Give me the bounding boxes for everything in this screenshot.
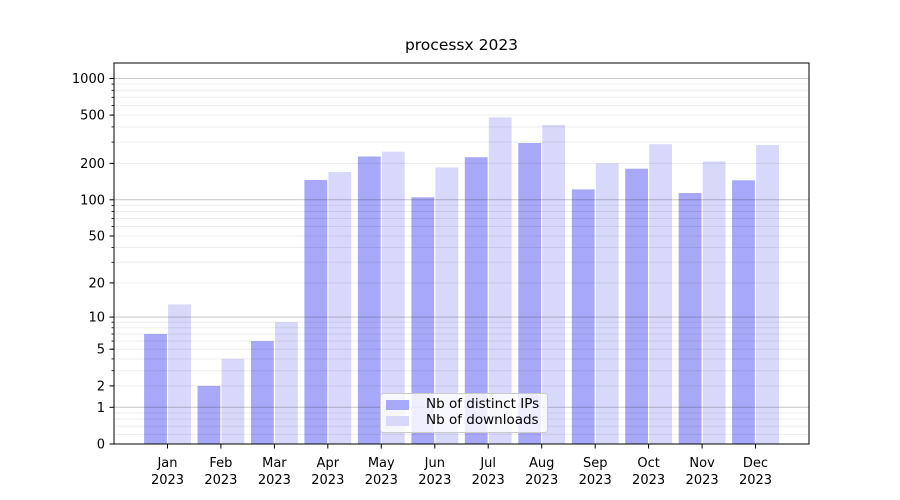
bar-distinct-ips-apr bbox=[304, 180, 328, 444]
x-tick-label: Apr 2023 bbox=[311, 456, 344, 488]
legend-swatch-downloads bbox=[386, 416, 409, 426]
legend-item-downloads: Nb of downloads bbox=[386, 413, 541, 429]
y-tick-label: 2 bbox=[97, 379, 105, 394]
plot-border bbox=[113, 62, 810, 445]
y-tick-label: 100 bbox=[80, 193, 105, 208]
x-tick-label: Feb 2023 bbox=[204, 456, 237, 488]
bar-distinct-ips-jun bbox=[411, 197, 435, 444]
bar-distinct-ips-sep bbox=[571, 189, 595, 444]
bar-downloads-oct bbox=[649, 144, 672, 444]
bar-downloads-dec bbox=[756, 145, 779, 444]
y-tick-label: 500 bbox=[80, 109, 105, 124]
bar-downloads-jul bbox=[488, 117, 512, 445]
bar-distinct-ips-jan bbox=[144, 334, 167, 444]
bar-downloads-feb bbox=[221, 358, 245, 444]
bar-downloads-sep bbox=[595, 163, 619, 444]
x-tick-label: Jun 2023 bbox=[418, 456, 451, 488]
x-tick-label: Aug 2023 bbox=[525, 456, 558, 488]
x-tick-label: Oct 2023 bbox=[632, 456, 665, 488]
legend: Nb of distinct IPs Nb of downloads bbox=[380, 393, 548, 433]
y-tick-label: 50 bbox=[88, 230, 105, 245]
bar-downloads-jun bbox=[435, 167, 459, 444]
x-tick-label: Jan 2023 bbox=[151, 456, 184, 488]
x-tick-label: Nov 2023 bbox=[686, 456, 719, 488]
bar-distinct-ips-nov bbox=[678, 193, 702, 444]
y-tick-label: 20 bbox=[88, 276, 105, 291]
bar-downloads-jan bbox=[168, 304, 191, 444]
bar-downloads-may bbox=[381, 151, 405, 444]
x-tick-label: May 2023 bbox=[365, 456, 398, 488]
bar-distinct-ips-mar bbox=[251, 341, 274, 444]
bar-distinct-ips-dec bbox=[732, 180, 755, 445]
bar-distinct-ips-may bbox=[357, 156, 381, 444]
bar-downloads-apr bbox=[328, 172, 352, 444]
legend-label-downloads: Nb of downloads bbox=[426, 412, 539, 429]
bar-distinct-ips-jul bbox=[464, 157, 488, 444]
y-tick-label: 1 bbox=[97, 401, 105, 416]
x-tick-label: Jul 2023 bbox=[472, 456, 505, 488]
bar-downloads-aug bbox=[542, 125, 566, 444]
y-tick-label: 200 bbox=[80, 157, 105, 172]
y-tick-label: 10 bbox=[88, 311, 105, 326]
bar-downloads-mar bbox=[275, 322, 298, 444]
x-tick-label: Dec 2023 bbox=[739, 456, 772, 488]
x-tick-label: Mar 2023 bbox=[258, 456, 291, 488]
legend-swatch-distinct-ips bbox=[386, 400, 409, 410]
bar-downloads-nov bbox=[702, 161, 726, 444]
legend-item-distinct-ips: Nb of distinct IPs bbox=[386, 397, 541, 413]
bar-distinct-ips-feb bbox=[197, 385, 221, 444]
bar-distinct-ips-aug bbox=[518, 143, 542, 444]
chart-title: processx 2023 bbox=[404, 36, 519, 54]
bar-distinct-ips-oct bbox=[625, 168, 648, 444]
y-tick-label: 0 bbox=[97, 438, 105, 453]
y-tick-label: 5 bbox=[97, 343, 105, 358]
legend-label-distinct-ips: Nb of distinct IPs bbox=[426, 396, 540, 413]
y-tick-label: 1000 bbox=[72, 72, 105, 87]
x-tick-label: Sep 2023 bbox=[579, 456, 612, 488]
